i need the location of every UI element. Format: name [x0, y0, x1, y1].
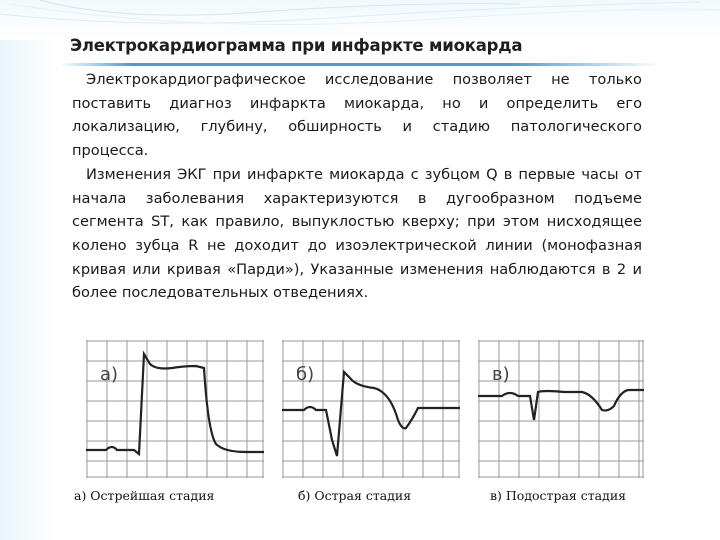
body-text: Электрокардиографическое исследование по… [72, 68, 642, 305]
ecg-letter-a: а) [100, 364, 118, 385]
paragraph-2: Изменения ЭКГ при инфаркте миокарда с зу… [72, 165, 642, 302]
title-underline [60, 63, 660, 66]
ecg-grid-c [478, 340, 644, 478]
decorative-swoosh [0, 0, 720, 25]
paragraph-1: Электрокардиографическое исследование по… [72, 71, 642, 160]
ecg-caption-b: б) Острая стадия [298, 488, 412, 503]
ecg-caption-a: а) Острейшая стадия [74, 488, 215, 503]
ecg-letter-c: в) [492, 364, 510, 385]
background-left-gradient [0, 0, 60, 540]
ecg-caption-c: в) Подострая стадия [490, 488, 627, 503]
ecg-grid-a [86, 340, 264, 478]
ecg-trace-a [86, 350, 264, 457]
ecg-figure-b: б) [282, 340, 460, 478]
ecg-figure-c: в) [478, 340, 644, 478]
ecg-figure-a: а) [86, 340, 264, 478]
ecg-trace-b [282, 369, 460, 457]
ecg-letter-b: б) [296, 364, 314, 385]
ecg-trace-c [478, 388, 644, 421]
page-title: Электрокардиограмма при инфаркте миокард… [70, 36, 523, 55]
